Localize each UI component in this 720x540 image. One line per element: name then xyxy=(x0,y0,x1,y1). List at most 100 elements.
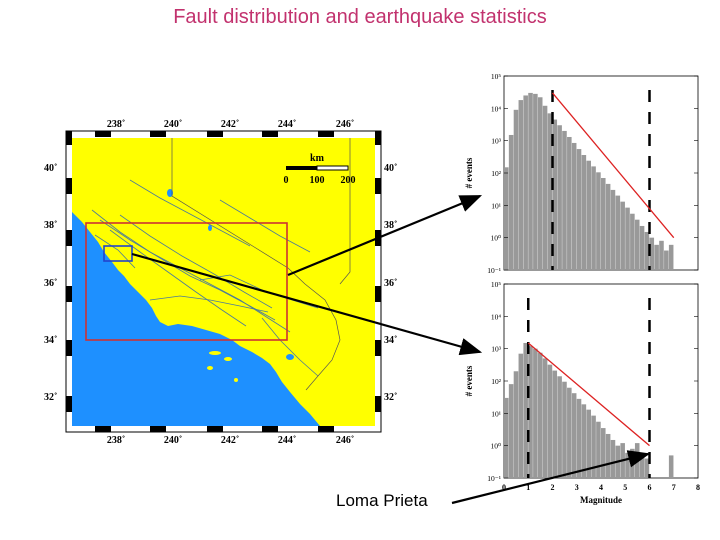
histogram-bar xyxy=(528,346,533,478)
scale-tick-200: 200 xyxy=(341,175,356,186)
scale-bar: km 0 100 200 xyxy=(284,153,356,186)
histogram-bar xyxy=(552,370,558,478)
lat-label-right-34: 34˚ xyxy=(384,335,397,346)
histogram-bar xyxy=(528,92,533,271)
lat-label-left-38: 38˚ xyxy=(44,220,57,231)
histogram-bar xyxy=(518,353,524,478)
histogram-bar xyxy=(533,93,538,271)
histogram-bar xyxy=(576,149,582,270)
lon-label-top-240: 240˚ xyxy=(164,119,182,130)
lon-label-bottom-242: 242˚ xyxy=(221,435,239,446)
histogram-bar xyxy=(542,105,548,271)
histogram-bar xyxy=(523,95,528,270)
histogram-bar xyxy=(596,421,601,478)
lon-label-top-238: 238˚ xyxy=(107,119,125,130)
histogram-bar xyxy=(504,167,509,270)
histogram-bar xyxy=(533,348,538,478)
lat-label-left-34: 34˚ xyxy=(44,335,57,346)
y-tick-label: 10⁴ xyxy=(491,312,502,321)
histogram-bar xyxy=(547,364,553,478)
histogram-bar xyxy=(581,155,587,270)
histogram-bar xyxy=(557,376,562,478)
y-tick-label: 10⁻¹ xyxy=(487,266,501,275)
histogram-bar xyxy=(504,397,509,478)
histogram-bar xyxy=(576,398,582,478)
histogram-bar xyxy=(601,178,606,270)
y-tick-label: 10¹ xyxy=(491,409,501,418)
histogram-bar xyxy=(542,358,548,478)
histogram-bar xyxy=(523,342,528,478)
y-tick-label: 10⁴ xyxy=(491,104,502,113)
histogram-bar xyxy=(644,231,650,270)
histogram-bar xyxy=(591,415,596,478)
histogram-bar xyxy=(591,166,596,270)
histogram-bar xyxy=(605,433,611,478)
fault-map: km 0 100 200 238˚ 240˚ 242˚ 244˚ 246˚ 23… xyxy=(44,119,397,446)
ocean-area xyxy=(72,138,320,426)
y-tick-label: 10² xyxy=(491,169,502,178)
y-tick-label: 10⁵ xyxy=(491,72,502,81)
histogram-bar xyxy=(634,443,640,478)
gutenberg-richter-fit-line xyxy=(527,342,650,447)
x-tick-label: 6 xyxy=(648,483,652,492)
histogram-bar xyxy=(630,448,635,478)
x-tick-label: 3 xyxy=(575,483,579,492)
x-tick-label: 4 xyxy=(599,483,603,492)
histogram-bar xyxy=(513,371,519,478)
y-tick-label: 10⁵ xyxy=(491,280,502,289)
histogram-bar xyxy=(659,240,664,270)
y-tick-label: 10⁰ xyxy=(490,234,501,243)
histogram-bar xyxy=(547,113,553,270)
y-tick-label: 10⁻¹ xyxy=(487,474,501,483)
slide-title: Fault distribution and earthquake statis… xyxy=(173,6,547,28)
x-tick-label: 5 xyxy=(623,483,627,492)
histogram-bar xyxy=(586,409,591,478)
histogram-bar xyxy=(639,455,645,478)
arrows xyxy=(131,194,651,505)
histogram-bar xyxy=(610,439,616,478)
y-tick-label: 10⁰ xyxy=(490,442,501,451)
gutenberg-richter-fit-line xyxy=(552,92,675,239)
histogram-bar xyxy=(508,384,514,478)
lat-label-left-32: 32˚ xyxy=(44,392,57,403)
histogram-bar xyxy=(586,160,591,270)
islands xyxy=(167,189,294,360)
histogram-bar xyxy=(654,244,659,270)
zoom-box xyxy=(103,245,133,262)
histogram-bar xyxy=(557,125,562,270)
x-tick-label: 1 xyxy=(526,483,530,492)
histogram-top: 10⁵ 10⁴ 10³ 10² 10¹ 10⁰ 10⁻¹ # events xyxy=(464,72,699,275)
y-tick-label: 10³ xyxy=(491,137,502,146)
scale-tick-0: 0 xyxy=(284,175,289,186)
histogram-bar xyxy=(581,404,587,478)
histogram-bar xyxy=(620,201,625,270)
histogram-bar xyxy=(639,225,645,270)
arrow-region-to-top-histogram xyxy=(287,194,483,277)
region-box xyxy=(85,222,288,341)
fault-lines xyxy=(91,179,319,377)
histogram-bar xyxy=(567,136,572,270)
lon-label-top-242: 242˚ xyxy=(221,119,239,130)
histogram-bar xyxy=(668,244,674,270)
histogram-bar xyxy=(625,207,630,270)
histogram-bar xyxy=(567,387,572,478)
histogram-bar xyxy=(610,189,616,270)
histogram-bar xyxy=(537,97,543,271)
histogram-bottom-xlabel: Magnitude xyxy=(580,495,622,505)
histogram-bottom-ylabel: # events xyxy=(464,365,474,396)
lat-label-right-40: 40˚ xyxy=(384,163,397,174)
x-tick-label: 2 xyxy=(551,483,555,492)
histogram-bar xyxy=(634,219,640,270)
loma-prieta-caption: Loma Prieta xyxy=(336,491,428,510)
histogram-bar xyxy=(664,250,669,270)
histogram-bar xyxy=(508,134,514,270)
histogram-bar xyxy=(605,183,611,270)
arrow-zoom-to-bottom-histogram xyxy=(131,252,483,356)
lon-label-top-244: 244˚ xyxy=(278,119,296,130)
histogram-bar xyxy=(552,119,558,270)
arrow-caption-to-mainshock xyxy=(451,450,651,505)
histogram-bar xyxy=(630,213,635,270)
lat-label-right-36: 36˚ xyxy=(384,278,397,289)
histogram-bar xyxy=(601,428,606,478)
